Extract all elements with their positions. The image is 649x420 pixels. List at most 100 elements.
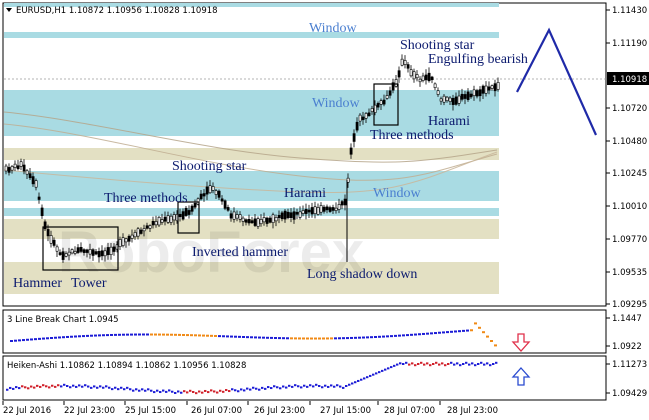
heiken-ashi-candle: [243, 389, 246, 392]
heiken-ashi-candle: [489, 364, 492, 367]
line-break-brick: [334, 337, 337, 340]
heiken-ashi-candle: [156, 389, 159, 392]
annotation-inverted-hammer: Inverted hammer: [192, 245, 288, 260]
heiken-ashi-candle: [189, 389, 192, 392]
line-break-brick: [282, 337, 285, 340]
heiken-ashi-candle: [435, 361, 438, 364]
candle-body: [229, 213, 233, 219]
candle-body: [295, 211, 299, 215]
line-break-brick: [398, 334, 401, 337]
candle-body: [7, 167, 11, 173]
line-break-series: [10, 322, 497, 347]
heiken-ashi-candle: [342, 386, 345, 389]
heiken-ashi-candle: [159, 391, 162, 394]
candle-body: [289, 212, 293, 218]
candle-body: [364, 113, 368, 119]
candle-body: [202, 193, 206, 197]
heiken-ashi-candle: [285, 386, 288, 389]
heiken-ashi-candle: [207, 391, 210, 394]
line-break-brick: [62, 336, 65, 339]
line-break-brick: [370, 336, 373, 339]
candle-body: [445, 96, 449, 101]
candle-body: [34, 180, 38, 188]
heiken-ashi-candle: [210, 389, 213, 392]
candle-body: [463, 94, 467, 99]
line-break-brick: [138, 333, 141, 336]
candle-body: [178, 213, 182, 218]
line-break-brick: [134, 333, 137, 336]
pattern-box-hammer-tower: [42, 226, 119, 271]
candle-body: [61, 251, 65, 260]
heiken-ashi-candle: [183, 390, 186, 393]
candle-body: [232, 211, 236, 220]
line-break-brick: [262, 336, 265, 339]
heiken-ashi-candle: [354, 381, 357, 384]
heiken-ashi-candle: [306, 385, 309, 388]
heiken-ashi-candle: [426, 362, 429, 365]
main-price-panel[interactable]: RoboForex Window Shooting star Engulfing…: [2, 2, 607, 307]
candle-body: [100, 250, 104, 257]
line-break-brick: [214, 334, 217, 337]
candle-body: [487, 86, 491, 91]
candle-body: [343, 198, 347, 206]
heiken-ashi-candle: [201, 391, 204, 394]
heiken-ashi-candle: [42, 384, 45, 387]
candle-body: [376, 103, 380, 108]
line-break-brick: [294, 337, 297, 340]
line-break-brick: [30, 338, 33, 341]
heiken-ashi-candle: [117, 388, 120, 391]
line-break-brick: [242, 336, 245, 339]
candle-body: [409, 69, 413, 77]
heiken-ashi-candle: [27, 387, 30, 390]
heiken-ashi-candle: [330, 384, 333, 387]
line-break-brick: [314, 337, 317, 340]
line-break-brick: [250, 336, 253, 339]
heiken-ashi-candle: [120, 386, 123, 389]
candle-body: [37, 196, 41, 200]
line-break-brick: [342, 337, 345, 340]
annotation-engulfing-bearish: Engulfing bearish: [428, 52, 528, 67]
heiken-ashi-candle: [63, 383, 66, 386]
candle-body: [97, 251, 101, 258]
heiken-ashi-candle: [195, 392, 198, 395]
heiken-ashi-candle: [438, 363, 441, 366]
heiken-ashi-candle: [402, 363, 405, 365]
line-break-brick: [402, 334, 405, 337]
line-break-brick: [362, 336, 365, 339]
heiken-ashi-candle: [291, 385, 294, 388]
heiken-ashi-candle: [45, 385, 48, 388]
heiken-ashi-candle: [222, 390, 225, 393]
line-break-brick: [102, 334, 105, 337]
candle-body: [427, 72, 431, 82]
annotation-shooting-star-mid: Shooting star: [172, 159, 247, 174]
line-break-tick-label: 1.0922: [612, 342, 642, 352]
pattern-annotations: Window Shooting star Engulfing bearish W…: [13, 21, 528, 291]
candle-body: [145, 225, 149, 229]
candle-body: [169, 215, 173, 223]
heiken-ashi-candle: [141, 388, 144, 391]
line-break-brick: [350, 336, 353, 339]
line-break-brick: [150, 333, 153, 336]
candle-body: [415, 74, 419, 79]
line-break-brick: [442, 331, 445, 334]
line-break-panel[interactable]: 3 Line Break Chart 1.0945: [2, 309, 607, 354]
heiken-ashi-panel[interactable]: Heiken-Ashi 1.10862 1.10894 1.10862 1.10…: [2, 355, 607, 401]
candle-body: [13, 163, 17, 168]
line-break-brick: [270, 336, 273, 339]
candle-body: [496, 82, 500, 90]
heiken-ashi-candle: [309, 384, 312, 387]
heiken-ashi-tick-label: 1.09429: [612, 389, 647, 399]
line-break-brick: [182, 333, 185, 336]
candle-body: [277, 214, 281, 219]
heiken-ashi-candle: [366, 376, 369, 379]
heiken-ashi-candle: [351, 382, 354, 385]
heiken-ashi-candle: [387, 367, 390, 370]
annotation-three-methods-right: Three methods: [370, 128, 454, 143]
candle-body: [478, 89, 482, 97]
candle-body: [19, 161, 23, 167]
heiken-ashi-candle: [447, 363, 450, 365]
candle-body: [316, 207, 320, 215]
candlestick-series: [4, 54, 500, 263]
annotation-window-mid: Window: [312, 96, 361, 111]
